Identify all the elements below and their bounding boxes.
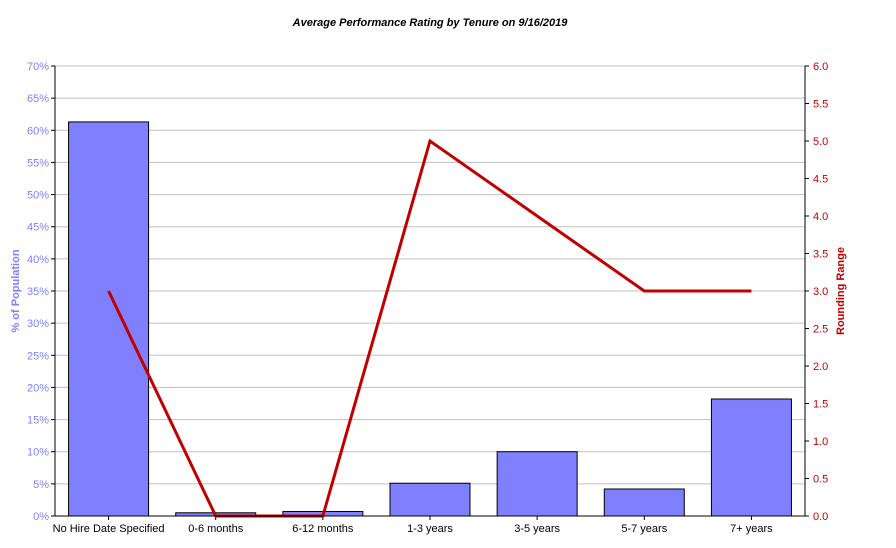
y-left-tick-label: 20%	[27, 382, 49, 394]
y-left-tick-label: 40%	[27, 254, 49, 266]
y-right-tick-label: 0.0	[813, 511, 828, 523]
x-tick-label: 5-7 years	[621, 523, 667, 535]
bar	[68, 121, 150, 517]
y-right-tick-label: 0.5	[813, 474, 828, 486]
x-tick-label: No Hire Date Specified	[53, 523, 165, 535]
y-left-tick-label: 15%	[27, 415, 49, 427]
y-left-tick-label: 50%	[27, 190, 49, 202]
y-axis-left-label: % of Population	[10, 249, 22, 332]
y-right-tick-label: 2.5	[813, 324, 828, 336]
y-right-tick-label: 5.5	[813, 99, 828, 111]
y-axis-right-label: Rounding Range	[835, 247, 847, 335]
y-left-tick-label: 60%	[27, 125, 49, 137]
y-left-tick-label: 55%	[27, 157, 49, 169]
x-tick-label: 6-12 months	[292, 523, 354, 535]
y-left-tick-label: 30%	[27, 318, 49, 330]
y-right-tick-label: 1.0	[813, 436, 828, 448]
y-right-tick-label: 5.0	[813, 136, 828, 148]
bar	[496, 451, 578, 517]
y-left-tick-label: 35%	[27, 286, 49, 298]
bar	[603, 488, 685, 517]
line-series	[107, 138, 752, 518]
x-tick-label: 7+ years	[730, 523, 773, 535]
y-right-tick-label: 1.5	[813, 399, 828, 411]
y-left-tick-label: 65%	[27, 93, 49, 105]
bar	[710, 398, 792, 517]
x-tick-label: 0-6 months	[188, 523, 244, 535]
y-right-tick-label: 4.0	[813, 211, 828, 223]
y-right-tick-label: 4.5	[813, 174, 828, 186]
chart-title: Average Performance Rating by Tenure on …	[292, 17, 569, 29]
y-left-tick-label: 70%	[27, 61, 49, 73]
y-right-tick-label: 3.0	[813, 286, 828, 298]
y-left-tick-label: 5%	[33, 479, 49, 491]
y-left-tick-label: 45%	[27, 222, 49, 234]
x-tick-label: 1-3 years	[407, 523, 453, 535]
y-right-tick-label: 2.0	[813, 361, 828, 373]
x-tick-label: 3-5 years	[514, 523, 560, 535]
y-right-tick-label: 3.5	[813, 249, 828, 261]
y-right-tick-label: 6.0	[813, 61, 828, 73]
bar	[389, 482, 471, 517]
y-left-tick-label: 0%	[33, 511, 49, 523]
y-left-tick-label: 25%	[27, 350, 49, 362]
y-left-tick-label: 10%	[27, 447, 49, 459]
